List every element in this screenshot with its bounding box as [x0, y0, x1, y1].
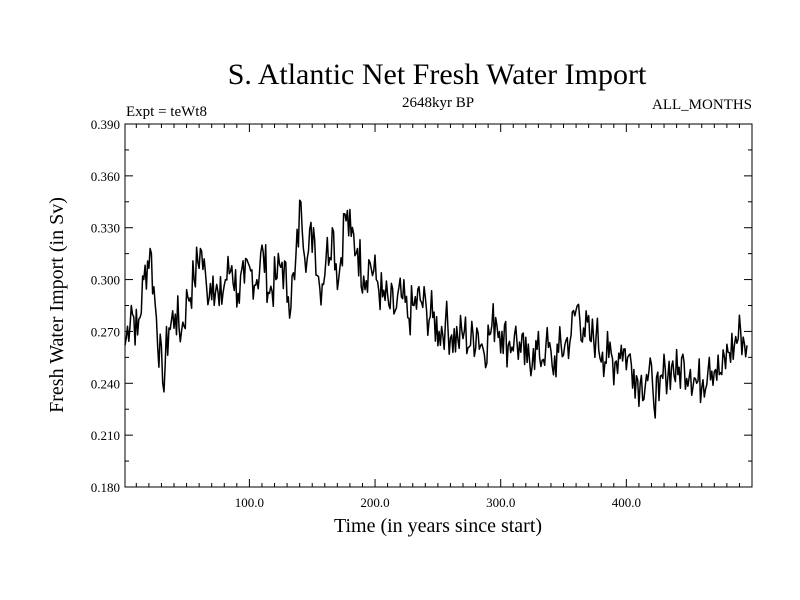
y-tick-label: 0.300 [91, 273, 120, 288]
months-label: ALL_MONTHS [652, 97, 752, 113]
y-tick-label: 0.330 [91, 221, 120, 236]
chart-title: S. Atlantic Net Fresh Water Import [228, 58, 647, 91]
experiment-label: Expt = teWt8 [126, 104, 207, 120]
y-tick-label: 0.390 [91, 117, 120, 132]
x-tick-label: 100.0 [235, 495, 264, 510]
y-tick-label: 0.210 [91, 428, 120, 443]
y-tick-label: 0.240 [91, 376, 120, 391]
x-tick-label: 300.0 [486, 495, 515, 510]
x-tick-label: 400.0 [612, 495, 641, 510]
y-axis: 0.180 0.210 0.240 0.270 0.300 0.330 0.360 0.390 [91, 117, 752, 495]
y-tick-label: 0.180 [91, 480, 120, 495]
x-axis-label: Time (in years since start) [334, 515, 542, 537]
y-tick-label: 0.360 [91, 169, 120, 184]
x-tick-label: 200.0 [360, 495, 389, 510]
y-axis-label: Fresh Water Import (in Sv) [46, 197, 68, 413]
series-line [124, 199, 748, 419]
period-label: 2648kyr BP [402, 95, 474, 111]
plot-area [124, 123, 753, 488]
x-axis: 100.0 200.0 300.0 400.0 [135, 124, 740, 510]
y-tick-label: 0.270 [91, 324, 120, 339]
